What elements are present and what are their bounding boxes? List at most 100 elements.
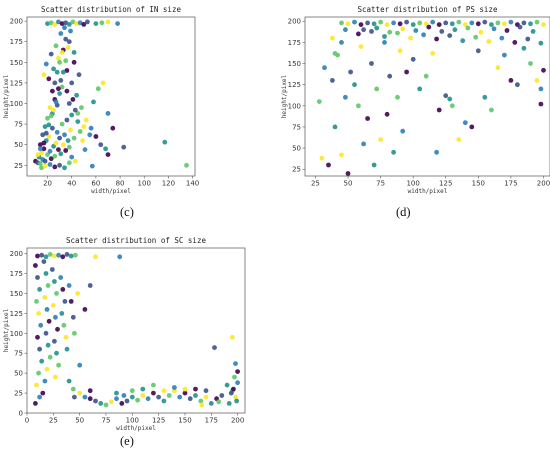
data-point	[108, 399, 114, 405]
data-point	[378, 19, 383, 25]
data-point	[50, 88, 55, 94]
data-point	[234, 398, 240, 404]
data-point	[489, 107, 494, 113]
data-point	[52, 279, 57, 284]
data-point	[228, 390, 234, 396]
data-point	[75, 119, 81, 124]
x-tick-label: 75	[102, 417, 111, 425]
data-point	[68, 253, 74, 259]
data-point	[54, 291, 59, 296]
data-point	[37, 346, 42, 352]
data-point	[348, 69, 353, 75]
y-tick-label: 75	[14, 350, 23, 358]
data-point	[462, 22, 468, 27]
data-point	[72, 107, 78, 113]
data-point	[103, 402, 109, 408]
y-tick-label: 25	[14, 162, 23, 170]
caption-c: (c)	[120, 205, 134, 219]
y-tick-label: 175	[10, 38, 23, 46]
data-point	[365, 20, 370, 26]
data-point	[98, 401, 104, 406]
data-point	[508, 19, 514, 25]
data-point	[515, 82, 520, 88]
y-tick-label: 50	[292, 145, 301, 153]
data-point	[69, 154, 75, 160]
data-point	[47, 105, 53, 110]
data-point	[40, 132, 46, 138]
data-point	[66, 39, 72, 45]
data-point	[63, 58, 69, 64]
data-point	[99, 20, 105, 26]
data-point	[44, 307, 50, 312]
data-point	[193, 386, 198, 392]
data-point	[187, 396, 193, 402]
data-point	[326, 162, 331, 168]
data-point	[72, 394, 77, 400]
data-point	[114, 390, 119, 396]
data-point	[447, 96, 453, 102]
data-point	[82, 307, 88, 312]
data-point	[105, 19, 111, 25]
data-point	[87, 132, 93, 138]
data-point	[68, 127, 73, 133]
data-point	[56, 19, 61, 25]
data-point	[48, 113, 54, 119]
data-point	[35, 275, 40, 280]
caption-d: (d)	[396, 205, 411, 219]
data-point	[52, 253, 57, 259]
data-point	[410, 56, 416, 62]
data-point	[121, 393, 127, 398]
data-point	[42, 378, 48, 384]
data-point	[114, 396, 119, 402]
data-point	[68, 28, 73, 34]
data-point	[39, 150, 44, 156]
data-point	[37, 394, 42, 400]
data-point	[447, 33, 453, 38]
data-point	[387, 29, 393, 35]
data-point	[43, 254, 49, 260]
data-point	[49, 267, 55, 272]
data-point	[521, 45, 527, 51]
data-point	[371, 162, 377, 168]
y-tick-label: 25	[292, 166, 301, 174]
data-point	[417, 20, 423, 26]
data-point	[119, 401, 125, 406]
data-point	[91, 99, 96, 105]
data-point	[369, 61, 374, 66]
data-point	[83, 117, 89, 123]
data-point	[64, 117, 70, 123]
data-point	[525, 36, 531, 42]
data-point	[115, 21, 120, 26]
data-point	[41, 259, 47, 264]
data-point	[66, 22, 72, 27]
data-point	[208, 401, 214, 406]
data-point	[161, 398, 167, 404]
data-point	[358, 22, 364, 27]
data-point	[59, 311, 65, 316]
data-point	[473, 34, 479, 40]
data-point	[541, 67, 546, 73]
data-point	[345, 171, 351, 176]
data-point	[52, 22, 58, 27]
data-point	[66, 101, 72, 106]
data-point	[57, 59, 62, 65]
data-point	[62, 132, 67, 138]
data-point	[74, 92, 79, 98]
data-point	[400, 128, 406, 134]
data-point	[534, 19, 540, 25]
data-point	[57, 91, 62, 96]
data-point	[404, 19, 409, 25]
data-point	[105, 111, 111, 116]
data-point	[226, 401, 232, 406]
data-point	[87, 388, 93, 394]
data-point	[322, 65, 327, 71]
data-point	[224, 382, 230, 388]
y-tick-label: 100	[10, 100, 23, 108]
data-point	[47, 252, 53, 257]
data-point	[330, 78, 335, 83]
data-point	[66, 283, 72, 288]
data-point	[63, 20, 69, 26]
data-point	[521, 20, 527, 26]
data-point	[352, 82, 357, 88]
data-point	[339, 40, 344, 45]
